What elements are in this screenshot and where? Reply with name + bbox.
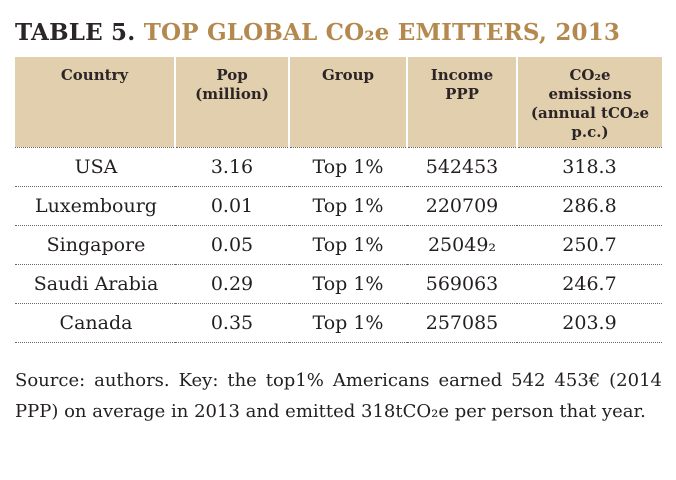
cell-group: Top 1% bbox=[289, 264, 407, 304]
cell-group: Top 1% bbox=[289, 146, 407, 187]
cell-income: 220709 bbox=[407, 186, 517, 226]
table-row: Luxembourg 0.01 Top 1% 220709 286.8 bbox=[15, 186, 662, 226]
cell-income: 25049₂ bbox=[407, 225, 517, 265]
header-group: Group bbox=[288, 57, 407, 147]
cell-group: Top 1% bbox=[289, 225, 407, 265]
cell-country: Luxembourg bbox=[15, 186, 175, 226]
cell-income: 542453 bbox=[407, 146, 517, 187]
table-title-text: TOP GLOBAL CO₂e EMITTERS, 2013 bbox=[143, 19, 621, 46]
cell-group: Top 1% bbox=[289, 303, 407, 343]
cell-group: Top 1% bbox=[289, 186, 407, 226]
cell-emissions: 246.7 bbox=[517, 264, 662, 304]
cell-country: Saudi Arabia bbox=[15, 264, 175, 304]
cell-pop: 0.35 bbox=[175, 303, 289, 343]
source-note: Source: authors. Key: the top1% American… bbox=[15, 370, 662, 422]
table-title: TABLE 5. TOP GLOBAL CO₂e EMITTERS, 2013 bbox=[15, 19, 620, 46]
cell-pop: 0.05 bbox=[175, 225, 289, 265]
emitters-table: Country Pop (million) Group Income PPP C… bbox=[15, 57, 662, 343]
cell-country: USA bbox=[15, 146, 175, 187]
header-country: Country bbox=[60, 66, 129, 84]
table-number: TABLE 5. bbox=[15, 19, 136, 46]
cell-country: Canada bbox=[15, 303, 175, 343]
table-row: Singapore 0.05 Top 1% 25049₂ 250.7 bbox=[15, 225, 662, 265]
header-income: Income PPP bbox=[406, 57, 517, 147]
cell-country: Singapore bbox=[15, 225, 175, 265]
emitters-table-container: Country Pop (million) Group Income PPP C… bbox=[15, 57, 662, 343]
cell-income: 257085 bbox=[407, 303, 517, 343]
table-row: USA 3.16 Top 1% 542453 318.3 bbox=[15, 146, 662, 187]
table-header-row: Country Pop (million) Group Income PPP C… bbox=[15, 57, 662, 147]
cell-emissions: 318.3 bbox=[517, 146, 662, 187]
cell-emissions: 286.8 bbox=[517, 186, 662, 226]
header-pop: Pop (million) bbox=[174, 57, 289, 147]
cell-emissions: 250.7 bbox=[517, 225, 662, 265]
cell-emissions: 203.9 bbox=[517, 303, 662, 343]
table-row: Saudi Arabia 0.29 Top 1% 569063 246.7 bbox=[15, 264, 662, 304]
header-emissions: CO₂e emissions (annual tCO₂e p.c.) bbox=[516, 57, 662, 147]
table-row: Canada 0.35 Top 1% 257085 203.9 bbox=[15, 303, 662, 343]
cell-pop: 0.01 bbox=[175, 186, 289, 226]
cell-pop: 3.16 bbox=[175, 146, 289, 187]
cell-pop: 0.29 bbox=[175, 264, 289, 304]
cell-income: 569063 bbox=[407, 264, 517, 304]
